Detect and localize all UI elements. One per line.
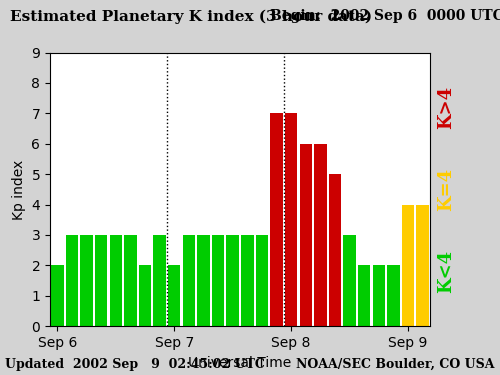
Bar <box>241 235 254 326</box>
X-axis label: Universal Time: Universal Time <box>188 356 292 369</box>
Bar <box>66 235 78 326</box>
Bar <box>197 235 209 326</box>
Bar <box>168 266 180 326</box>
Bar <box>139 266 151 326</box>
Bar <box>314 144 326 326</box>
Text: Begin:  2002 Sep 6  0000 UTC: Begin: 2002 Sep 6 0000 UTC <box>270 9 500 23</box>
Y-axis label: Kp index: Kp index <box>12 159 26 219</box>
Bar <box>388 266 400 326</box>
Bar <box>372 266 385 326</box>
Bar <box>226 235 239 326</box>
Text: K>4: K>4 <box>438 86 456 129</box>
Bar <box>51 266 64 326</box>
Bar <box>416 205 429 326</box>
Bar <box>344 235 356 326</box>
Text: NOAA/SEC Boulder, CO USA: NOAA/SEC Boulder, CO USA <box>296 358 495 371</box>
Bar <box>285 113 298 326</box>
Bar <box>182 235 195 326</box>
Text: K=4: K=4 <box>438 168 456 211</box>
Text: Estimated Planetary K index (3 hour data): Estimated Planetary K index (3 hour data… <box>10 9 372 24</box>
Bar <box>402 205 414 326</box>
Bar <box>212 235 224 326</box>
Text: Updated  2002 Sep   9  02:45:02 UTC: Updated 2002 Sep 9 02:45:02 UTC <box>5 358 265 371</box>
Bar <box>270 113 283 326</box>
Bar <box>124 235 136 326</box>
Text: K<4: K<4 <box>438 250 456 293</box>
Bar <box>256 235 268 326</box>
Bar <box>110 235 122 326</box>
Bar <box>80 235 93 326</box>
Bar <box>329 174 341 326</box>
Bar <box>95 235 108 326</box>
Bar <box>154 235 166 326</box>
Bar <box>300 144 312 326</box>
Bar <box>358 266 370 326</box>
